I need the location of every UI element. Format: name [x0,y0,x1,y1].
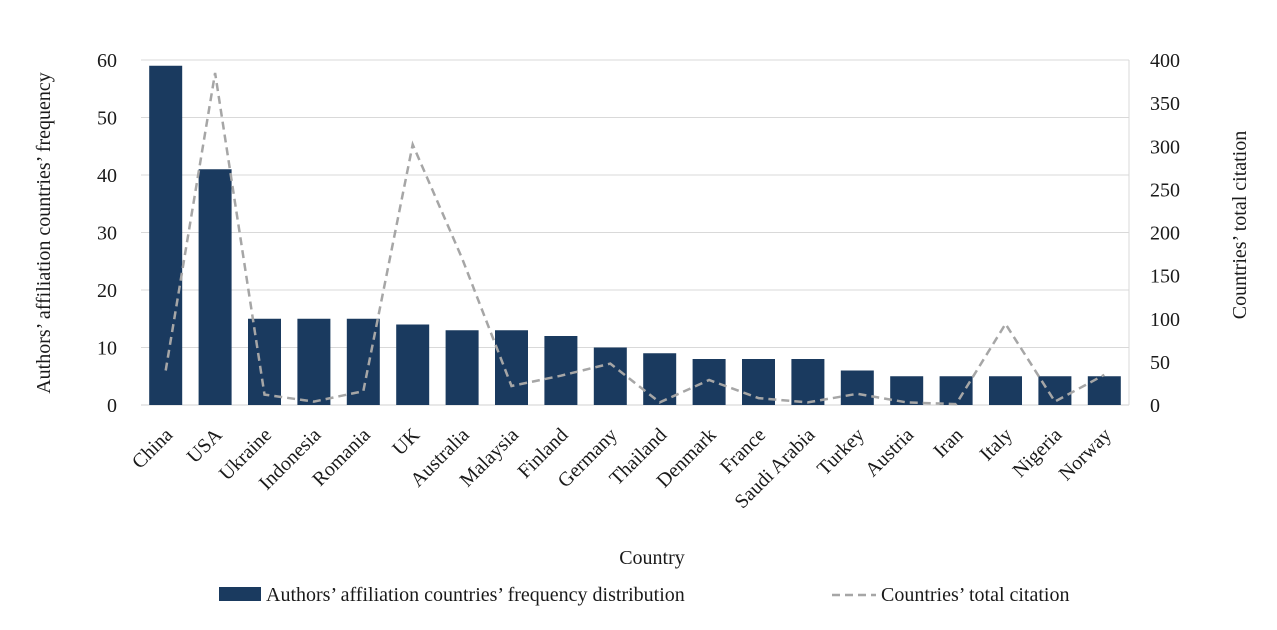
y2-tick-label: 150 [1150,266,1180,288]
category-label: USA [183,424,227,468]
bar [495,330,528,405]
y-tick-label: 30 [97,223,117,245]
y2-tick-label: 350 [1150,93,1180,115]
bar [1038,376,1072,405]
bar [643,353,677,405]
y2-tick-label: 50 [1150,352,1170,374]
citation-line [164,72,1105,406]
legend-line-label: Countries’ total citation [881,584,1069,606]
bar [248,318,281,405]
x-axis-title: Country [619,547,685,569]
y2-tick-label: 400 [1150,50,1180,72]
category-label: Iran [929,424,967,462]
legend-bar-swatch [219,587,261,601]
category-label: Turkey [813,424,869,480]
bar [791,359,825,405]
legend-bar-label: Authors’ affiliation countries’ frequenc… [266,584,685,606]
category-label: Norway [1055,424,1116,485]
y2-tick-label: 200 [1150,223,1180,245]
bar [297,318,331,405]
bar [396,324,430,405]
y-tick-label: 0 [107,395,117,417]
left-axis-ticks: 0 10 20 30 40 50 60 [97,50,117,417]
category-label: UK [388,424,424,460]
bar [593,347,627,405]
category-label: Italy [976,424,1017,465]
bar [445,330,479,405]
y2-tick-label: 300 [1150,136,1180,158]
bar [149,65,183,405]
gridlines [141,59,1129,406]
bar [939,376,973,405]
bar [692,359,726,405]
y-tick-label: 40 [97,165,117,187]
y2-tick-label: 250 [1150,179,1180,201]
y-tick-label: 10 [97,338,117,360]
bar [198,169,232,405]
y-tick-label: 60 [97,50,117,72]
right-axis-ticks: 0 50 100 150 200 250 300 350 400 [1150,50,1180,417]
bar [544,336,578,405]
y-tick-label: 20 [97,280,117,302]
category-label: China [128,424,177,473]
bar [989,376,1022,405]
bar [840,370,874,405]
bar-series [149,65,1121,405]
y2-tick-label: 100 [1150,309,1180,331]
y2-tick-label: 0 [1150,395,1160,417]
y2-axis-title: Countries’ total citation [1229,131,1251,319]
legend: Authors’ affiliation countries’ frequenc… [219,584,1069,606]
bar [346,318,380,405]
bar [890,376,924,405]
y-axis-title: Authors’ affiliation countries’ frequenc… [33,72,55,394]
y-tick-label: 50 [97,108,117,130]
category-label: Austria [861,424,918,481]
